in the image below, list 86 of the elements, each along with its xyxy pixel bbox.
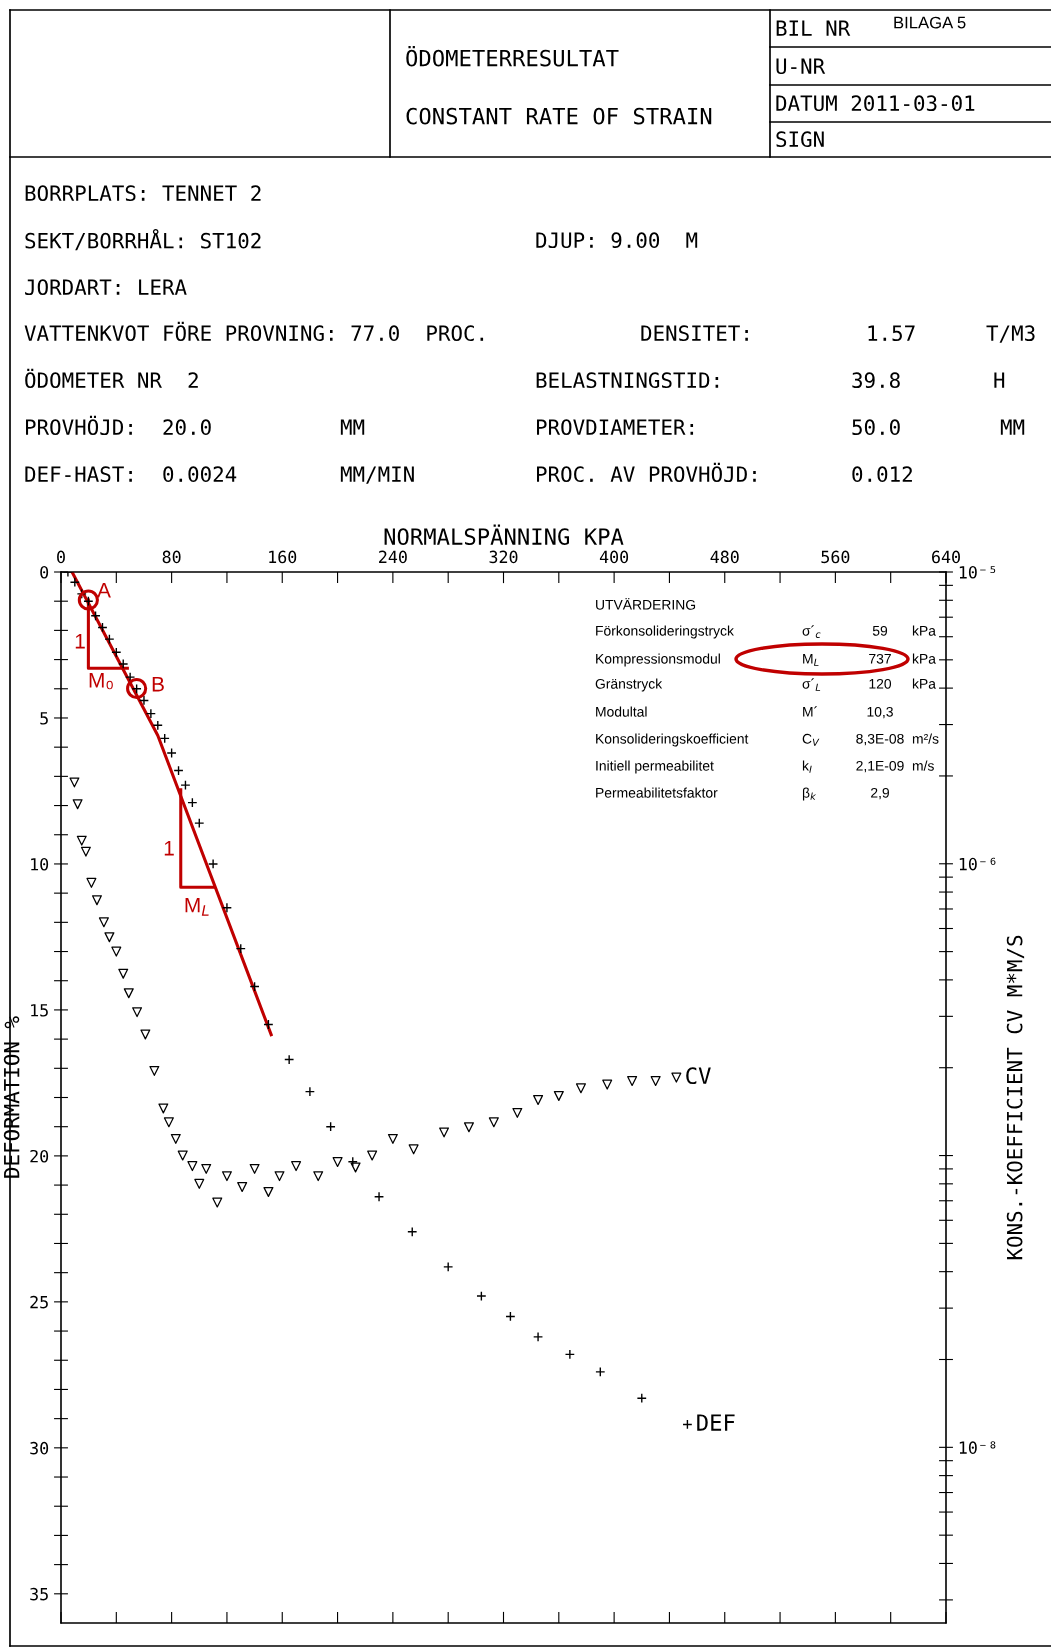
- x-tick-label: 240: [379, 550, 407, 564]
- text: PROC. AV PROVHÖJD:: [537, 462, 756, 483]
- x-tick-label: 560: [821, 550, 850, 564]
- text: DJUP: 9.00 M: [536, 232, 698, 249]
- text: DENSITET:: [641, 325, 748, 342]
- y2-tick-label: 10⁻⁸: [959, 1441, 996, 1454]
- y2-tick-label: 10⁻⁵: [959, 566, 996, 579]
- annotation: 2,1E-09: [856, 760, 904, 773]
- text: 0.012: [852, 466, 912, 483]
- annotation: 737: [869, 653, 891, 664]
- y-axis-title: DEFORMATION %: [3, 1016, 20, 1178]
- annotation: kPa: [912, 653, 936, 664]
- x-tick-label: 640: [932, 550, 960, 564]
- annotation: 59: [872, 625, 888, 636]
- annotation: Gränstryck: [595, 678, 663, 692]
- x-axis-title: NORMALSPÄNNING KPA: [384, 524, 624, 545]
- annotation: UTVÄRDERING: [596, 597, 696, 610]
- annotation: Kompressionsmodul: [596, 653, 720, 667]
- chart-subtitle: CONSTANT RATE OF STRAIN: [406, 107, 712, 125]
- y-tick-label: 30: [30, 1441, 49, 1455]
- annotation: 120: [869, 678, 892, 689]
- annotation: Modultal: [596, 706, 647, 717]
- y-tick-label: 15: [31, 1004, 48, 1017]
- text: DEF-HAST: 0.0024: [25, 466, 237, 483]
- annotation: Permeabilitetsfaktor: [596, 787, 718, 798]
- annotation: m/s: [912, 760, 934, 771]
- text: JORDART: LERA: [25, 279, 187, 296]
- series-label: CV: [686, 1067, 711, 1085]
- text: SEKT/BORRHÅL: ST102: [25, 228, 261, 251]
- y-tick-label: 5: [40, 712, 48, 725]
- x-tick-label: 480: [710, 550, 739, 564]
- x-tick-label: 160: [269, 550, 297, 564]
- annotation: M´: [803, 706, 817, 717]
- annotation: 1: [75, 634, 85, 649]
- text: PROVHÖJD: 20.0: [26, 415, 211, 436]
- annotation: 2,9: [871, 787, 889, 800]
- annotation: σ´$_{c}$: [802, 625, 821, 638]
- text: 1.57: [868, 325, 915, 342]
- x-tick-label: 320: [489, 550, 518, 564]
- annotation: Initiell permeabilitet: [596, 760, 714, 774]
- annotation: C$_{V}$: [802, 733, 820, 746]
- text: BELASTNINGSTID:: [536, 372, 719, 389]
- annotation: 8,3E-08: [856, 733, 904, 746]
- y-tick-label: 10: [31, 857, 49, 871]
- text: BIL NR: [776, 20, 851, 36]
- x-tick-label: 0: [57, 550, 65, 564]
- annotation: M$_{L}$: [803, 654, 819, 666]
- text: MM/MIN: [340, 466, 414, 484]
- text: MM: [1000, 419, 1025, 435]
- text: T/M3: [986, 325, 1035, 343]
- annotation: kPa: [912, 678, 936, 689]
- annotation: A: [97, 583, 111, 598]
- annotation: β$_{k}$: [802, 787, 817, 801]
- annotation: Konsolideringskoefficient: [596, 733, 749, 747]
- text: H: [994, 372, 1005, 388]
- chart-title: ÖDOMETERRESULTAT: [406, 45, 619, 67]
- y2-axis-title: KONS.-KOEFFICIENT CV M*M/S: [1006, 935, 1025, 1260]
- text: DATUM 2011-03-01: [776, 95, 975, 112]
- text: ÖDOMETER NR 2: [25, 368, 198, 389]
- annotation: σ´$_{L}$: [802, 678, 821, 691]
- y-tick-label: 0: [40, 566, 49, 579]
- annotation: kPa: [912, 625, 936, 636]
- series-label: DEF: [697, 1414, 735, 1431]
- text: BORRPLATS: TENNET 2: [25, 185, 261, 202]
- text: MM: [340, 419, 365, 435]
- text: PROVDIAMETER:: [537, 419, 694, 436]
- annotation: B: [152, 677, 164, 692]
- annotation: 10,3: [867, 706, 893, 719]
- x-tick-label: 400: [599, 550, 629, 564]
- text: VATTENKVOT FÖRE PROVNING: 77.0 PROC.: [24, 321, 484, 342]
- annotation: 1: [164, 841, 174, 856]
- x-tick-label: 80: [162, 550, 181, 564]
- text: BILAGA 5: [894, 16, 966, 29]
- text: SIGN: [776, 131, 824, 148]
- annotation: M$_{L}$: [185, 898, 209, 916]
- y-tick-label: 20: [30, 1149, 49, 1163]
- y2-tick-label: 10⁻⁶: [959, 857, 996, 871]
- annotation: k$_{I}$: [802, 760, 812, 773]
- text: 50.0: [852, 419, 900, 436]
- annotation: M₀: [89, 673, 113, 690]
- text: U-NR: [776, 58, 826, 75]
- text: 39.8: [852, 372, 900, 389]
- annotation: Förkonsolideringstryck: [596, 625, 734, 639]
- annotation: m²/s: [912, 733, 939, 744]
- y-tick-label: 35: [30, 1587, 48, 1601]
- y-tick-label: 25: [30, 1295, 48, 1309]
